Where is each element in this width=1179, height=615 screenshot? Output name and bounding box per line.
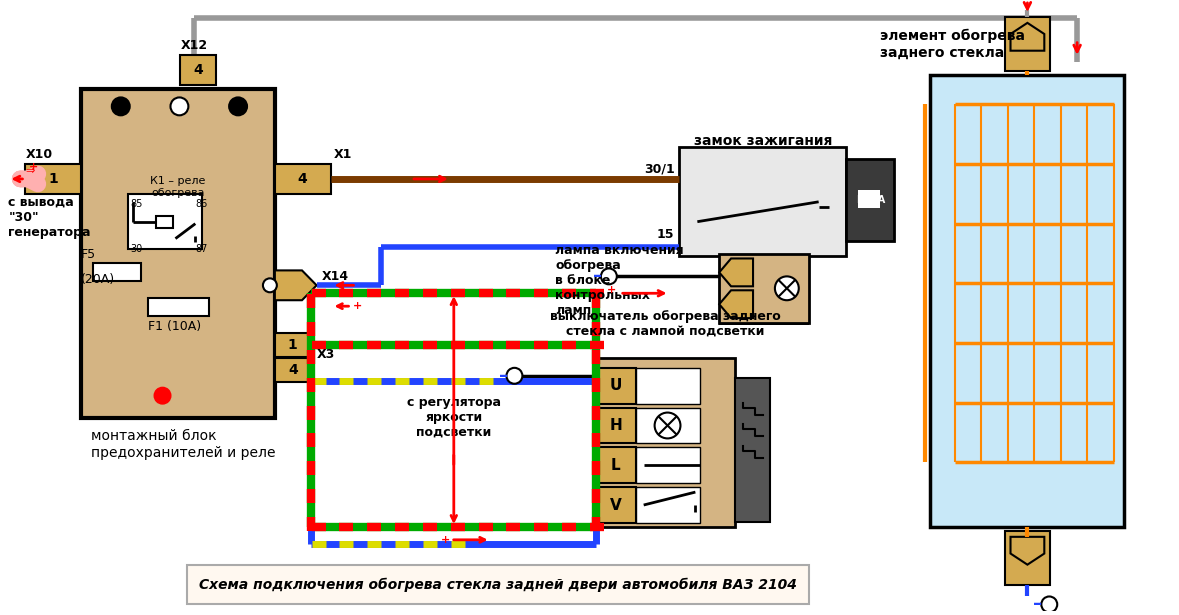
Bar bbox=[81, 89, 275, 418]
Text: с вывода
"30"
генератора: с вывода "30" генератора bbox=[8, 196, 91, 239]
Text: +: + bbox=[441, 535, 450, 545]
Text: 15: 15 bbox=[657, 228, 674, 241]
Bar bbox=[595, 368, 635, 403]
Bar bbox=[156, 216, 173, 228]
Bar bbox=[858, 190, 881, 208]
Bar bbox=[635, 368, 700, 403]
Text: X10: X10 bbox=[25, 148, 52, 161]
Text: ⇒: ⇒ bbox=[25, 166, 34, 176]
Bar bbox=[1005, 531, 1050, 584]
Text: 86: 86 bbox=[196, 199, 208, 209]
Text: 4: 4 bbox=[298, 172, 308, 186]
Text: монтажный блок
предохранителей и реле: монтажный блок предохранителей и реле bbox=[91, 429, 276, 459]
Text: (20А): (20А) bbox=[81, 274, 116, 287]
Text: U: U bbox=[610, 378, 623, 393]
Polygon shape bbox=[719, 258, 753, 287]
Text: лампа включения
обогрева
в блоке
контрольных
ламп: лампа включения обогрева в блоке контрол… bbox=[555, 244, 684, 317]
Text: +: + bbox=[28, 162, 38, 172]
Bar bbox=[1005, 17, 1050, 71]
Text: F1 (10А): F1 (10А) bbox=[147, 320, 200, 333]
Circle shape bbox=[775, 276, 798, 300]
Circle shape bbox=[263, 279, 277, 292]
Polygon shape bbox=[1010, 23, 1045, 50]
Circle shape bbox=[154, 387, 171, 403]
Bar bbox=[595, 487, 635, 523]
Bar bbox=[275, 333, 310, 357]
Circle shape bbox=[171, 97, 189, 116]
Polygon shape bbox=[719, 290, 753, 318]
Bar bbox=[635, 408, 700, 443]
Circle shape bbox=[654, 413, 680, 438]
Bar bbox=[635, 487, 700, 523]
Text: –: – bbox=[593, 268, 602, 285]
Text: –: – bbox=[499, 367, 508, 385]
Text: 30: 30 bbox=[131, 244, 143, 253]
Bar bbox=[679, 147, 847, 256]
Text: V: V bbox=[610, 498, 621, 512]
Text: 1: 1 bbox=[288, 338, 297, 352]
Text: К1 – реле
обогрева: К1 – реле обогрева bbox=[150, 176, 205, 197]
Bar bbox=[736, 378, 770, 522]
Bar bbox=[275, 358, 310, 382]
Text: LADA: LADA bbox=[856, 195, 885, 205]
Text: X14: X14 bbox=[322, 271, 349, 284]
Text: H: H bbox=[610, 418, 623, 433]
Bar bbox=[595, 358, 736, 527]
Polygon shape bbox=[1010, 537, 1045, 565]
Text: замок зажигания: замок зажигания bbox=[693, 134, 832, 148]
Bar bbox=[595, 447, 635, 483]
Circle shape bbox=[601, 268, 617, 284]
Bar bbox=[187, 565, 809, 605]
Text: 87: 87 bbox=[196, 244, 208, 253]
Text: X3: X3 bbox=[317, 349, 335, 362]
Text: элемент обогрева
заднего стекла: элемент обогрева заднего стекла bbox=[881, 29, 1026, 60]
Text: 4: 4 bbox=[193, 63, 203, 77]
Bar bbox=[635, 447, 700, 483]
Circle shape bbox=[1041, 597, 1058, 613]
Text: F5: F5 bbox=[81, 248, 97, 261]
Bar bbox=[719, 253, 809, 323]
Bar bbox=[930, 74, 1124, 527]
Text: 30/1: 30/1 bbox=[644, 162, 674, 175]
Text: +: + bbox=[607, 285, 617, 295]
Text: 85: 85 bbox=[131, 199, 143, 209]
Text: с регулятора
яркости
подсветки: с регулятора яркости подсветки bbox=[407, 396, 501, 439]
Bar bbox=[25, 164, 81, 194]
Bar bbox=[127, 194, 203, 248]
Text: L: L bbox=[611, 458, 620, 473]
Bar bbox=[275, 164, 330, 194]
Bar bbox=[147, 298, 209, 316]
Text: Схема подключения обогрева стекла задней двери автомобиля ВАЗ 2104: Схема подключения обогрева стекла задней… bbox=[198, 577, 797, 592]
Text: +: + bbox=[353, 301, 362, 311]
Text: 1: 1 bbox=[48, 172, 58, 186]
Bar bbox=[93, 263, 140, 281]
Polygon shape bbox=[275, 271, 317, 300]
Circle shape bbox=[229, 97, 248, 116]
Circle shape bbox=[507, 368, 522, 384]
Circle shape bbox=[112, 97, 130, 116]
Text: –: – bbox=[1033, 595, 1042, 613]
Bar bbox=[595, 408, 635, 443]
Text: X1: X1 bbox=[334, 148, 351, 161]
Bar bbox=[847, 159, 894, 240]
Text: 4: 4 bbox=[288, 363, 297, 377]
Bar bbox=[719, 323, 809, 325]
Bar bbox=[180, 55, 216, 84]
Text: X12: X12 bbox=[180, 39, 208, 52]
Text: выключатель обогрева заднего
стекла с лампой подсветки: выключатель обогрева заднего стекла с ла… bbox=[551, 310, 780, 338]
